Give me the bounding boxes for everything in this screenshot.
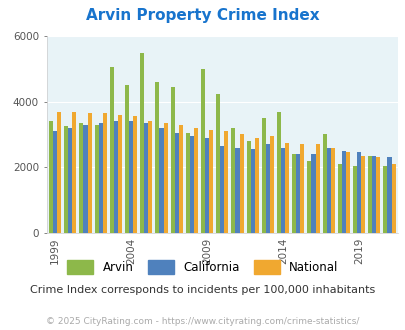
Bar — [68, 128, 72, 233]
Bar — [235, 148, 239, 233]
Bar — [83, 125, 87, 233]
Bar — [269, 136, 273, 233]
Bar — [307, 161, 311, 233]
Bar — [322, 135, 326, 233]
Bar — [159, 128, 163, 233]
Bar — [315, 144, 319, 233]
Bar — [94, 125, 98, 233]
Bar — [360, 156, 364, 233]
Text: © 2025 CityRating.com - https://www.cityrating.com/crime-statistics/: © 2025 CityRating.com - https://www.city… — [46, 317, 359, 326]
Bar — [102, 113, 107, 233]
Bar — [296, 154, 300, 233]
Bar — [371, 156, 375, 233]
Bar — [133, 116, 137, 233]
Bar — [72, 112, 76, 233]
Bar — [200, 69, 205, 233]
Bar — [254, 138, 258, 233]
Bar — [390, 164, 395, 233]
Text: Crime Index corresponds to incidents per 100,000 inhabitants: Crime Index corresponds to incidents per… — [30, 285, 375, 295]
Bar — [367, 156, 371, 233]
Bar — [129, 121, 133, 233]
Bar — [375, 157, 379, 233]
Bar — [345, 152, 349, 233]
Bar — [356, 152, 360, 233]
Bar — [109, 67, 113, 233]
Bar — [87, 113, 92, 233]
Bar — [284, 143, 288, 233]
Bar — [53, 131, 57, 233]
Bar — [113, 121, 117, 233]
Bar — [190, 136, 194, 233]
Bar — [98, 123, 102, 233]
Bar — [382, 166, 386, 233]
Text: Arvin Property Crime Index: Arvin Property Crime Index — [86, 8, 319, 23]
Bar — [178, 125, 182, 233]
Bar — [239, 135, 243, 233]
Bar — [155, 82, 159, 233]
Bar — [276, 112, 280, 233]
Bar — [220, 146, 224, 233]
Bar — [57, 112, 61, 233]
Bar — [140, 53, 144, 233]
Bar — [330, 148, 334, 233]
Bar — [79, 123, 83, 233]
Bar — [265, 144, 269, 233]
Bar — [148, 121, 152, 233]
Bar — [144, 123, 148, 233]
Bar — [185, 133, 190, 233]
Bar — [224, 131, 228, 233]
Bar — [49, 121, 53, 233]
Bar — [231, 128, 235, 233]
Bar — [311, 154, 315, 233]
Bar — [64, 126, 68, 233]
Bar — [194, 128, 198, 233]
Bar — [341, 151, 345, 233]
Bar — [386, 157, 390, 233]
Bar — [205, 138, 209, 233]
Bar — [326, 148, 330, 233]
Bar — [352, 166, 356, 233]
Bar — [337, 164, 341, 233]
Bar — [209, 130, 213, 233]
Bar — [170, 87, 174, 233]
Legend: Arvin, California, National: Arvin, California, National — [62, 256, 343, 279]
Bar — [174, 133, 178, 233]
Bar — [246, 141, 250, 233]
Bar — [215, 94, 220, 233]
Bar — [280, 148, 284, 233]
Bar — [292, 154, 296, 233]
Bar — [261, 118, 265, 233]
Bar — [117, 115, 122, 233]
Bar — [250, 149, 254, 233]
Bar — [300, 144, 304, 233]
Bar — [125, 85, 129, 233]
Bar — [163, 123, 167, 233]
